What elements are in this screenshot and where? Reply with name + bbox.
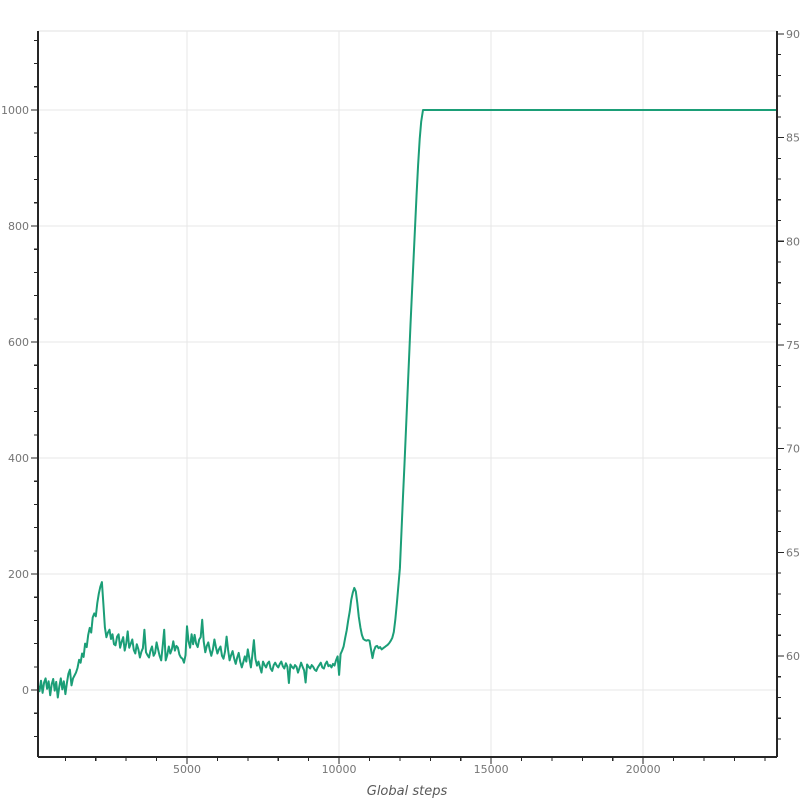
gridlines	[38, 30, 777, 757]
y-right-tick-label: 65	[786, 546, 800, 559]
y-left-tick-label: 400	[8, 452, 29, 465]
y-left-tick-label: 800	[8, 220, 29, 233]
y-right-tick-label: 85	[786, 132, 800, 145]
y-right-tick-label: 70	[786, 443, 800, 456]
axis-ticks	[31, 33, 784, 764]
y-left-tick-label: 600	[8, 336, 29, 349]
x-tick-label: 5000	[173, 763, 201, 776]
y-right-tick-label: 60	[786, 650, 800, 663]
x-tick-label: 20000	[626, 763, 661, 776]
series-line	[37, 109, 778, 699]
y-left-tick-label: 200	[8, 568, 29, 581]
x-tick-label: 10000	[322, 763, 357, 776]
y-left-tick-label: 0	[22, 684, 29, 697]
x-axis-title: Global steps	[367, 784, 448, 799]
axis-spines	[37, 31, 778, 758]
y-right-tick-label: 80	[786, 235, 800, 248]
tick-labels: 5000 10000 15000 20000 0 200 400 600 800 1000 60 65…	[1, 28, 800, 776]
series-group	[37, 109, 778, 699]
y-right-tick-label: 75	[786, 339, 800, 352]
y-left-tick-label: 1000	[1, 104, 29, 117]
y-right-tick-label: 90	[786, 28, 800, 41]
x-tick-label: 15000	[474, 763, 509, 776]
